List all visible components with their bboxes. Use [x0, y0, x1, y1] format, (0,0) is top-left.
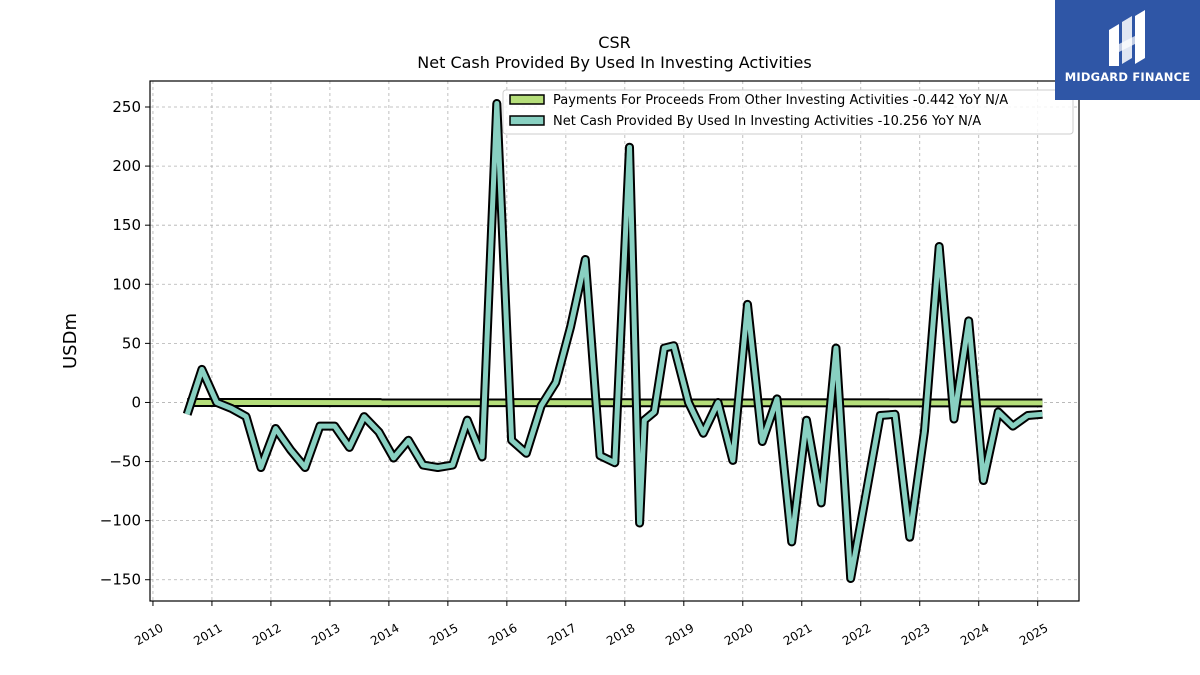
x-axis: 2010 2011 2012 2013 2014 2015 2016 2017 2018 2019… [132, 601, 1050, 648]
brand-logo: MIDGARD FINANCE [1055, 0, 1200, 100]
x-tick-label: 2025 [1017, 621, 1050, 648]
plot-frame [149, 80, 1080, 602]
legend-swatch-payments [509, 94, 545, 105]
x-tick-label: 2019 [663, 621, 696, 648]
logo-text: MIDGARD FINANCE [1064, 70, 1191, 84]
x-tick-label: 2020 [722, 621, 755, 648]
y-axis-label: USDm [60, 313, 81, 369]
x-tick-label: 2021 [781, 621, 814, 648]
y-tick-label: 0 [131, 393, 141, 411]
y-tick-label: 50 [122, 334, 141, 352]
x-tick-label: 2024 [958, 621, 991, 648]
y-tick-label: −150 [100, 571, 141, 589]
y-tick-label: 200 [112, 157, 141, 175]
grid [150, 81, 1079, 601]
midgard-logo-icon [1109, 10, 1145, 66]
y-tick-label: −50 [109, 453, 141, 471]
legend-label-payments: Payments For Proceeds From Other Investi… [553, 93, 1008, 108]
x-tick-label: 2017 [545, 621, 578, 648]
y-tick-label: −100 [100, 512, 141, 530]
x-tick-label: 2018 [604, 621, 637, 648]
y-tick-label: 150 [112, 216, 141, 234]
x-tick-label: 2023 [899, 621, 932, 648]
x-tick-label: 2016 [486, 621, 519, 648]
series-layer [182, 99, 1043, 583]
x-tick-label: 2022 [840, 621, 873, 648]
x-tick-label: 2011 [191, 621, 224, 648]
legend: Payments For Proceeds From Other Investi… [502, 89, 1074, 135]
chart-subtitle: Net Cash Provided By Used In Investing A… [417, 53, 811, 72]
x-tick-label: 2013 [309, 621, 342, 648]
y-tick-label: 250 [112, 98, 141, 116]
x-tick-label: 2012 [250, 621, 283, 648]
legend-label-net-cash: Net Cash Provided By Used In Investing A… [553, 114, 981, 129]
chart-title: CSR [598, 33, 630, 52]
legend-swatch-net-cash [509, 115, 545, 126]
legend-box [502, 89, 1074, 135]
y-tick-label: 100 [112, 275, 141, 293]
x-tick-label: 2015 [427, 621, 460, 648]
x-tick-label: 2010 [132, 621, 165, 648]
x-tick-label: 2014 [368, 621, 401, 648]
series-line-net-cash [184, 101, 1043, 581]
y-axis: 250 200 150 100 50 0 −50 −100 −150 [100, 98, 150, 589]
